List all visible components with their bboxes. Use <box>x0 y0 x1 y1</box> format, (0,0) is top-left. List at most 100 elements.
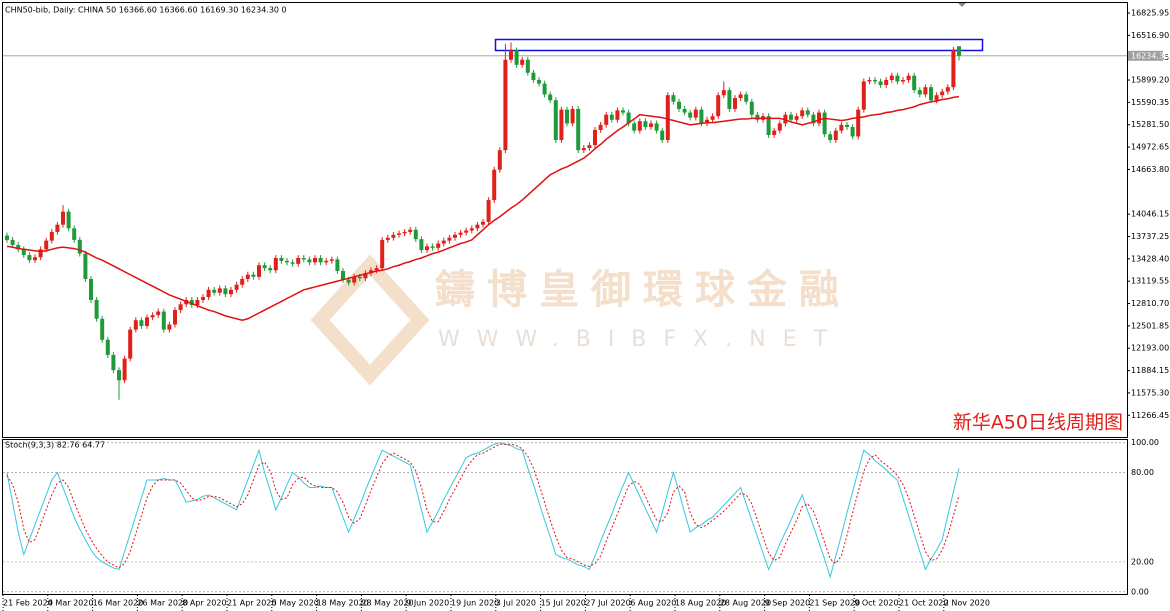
candle-body <box>940 91 945 96</box>
x-tick-label: 2 Nov 2020 <box>944 599 990 608</box>
y-tick-label: 11884.15 <box>1131 366 1169 375</box>
x-tick-label: 21 Oct 2020 <box>899 599 948 608</box>
indicator-panel <box>2 439 1128 595</box>
candle-body <box>889 75 894 80</box>
candle-body <box>951 49 956 88</box>
candle-body <box>520 59 525 65</box>
candle-body <box>593 129 597 146</box>
candle-body <box>150 315 155 318</box>
candle-body <box>251 274 256 277</box>
shift-marker <box>958 3 966 7</box>
candle-body <box>262 265 267 269</box>
candle-body <box>643 121 648 128</box>
y-tick-label: 16516.90 <box>1131 31 1169 40</box>
candle-body <box>537 79 541 84</box>
candle-body <box>55 224 60 232</box>
candle-body <box>363 273 368 279</box>
candle-body <box>425 246 429 251</box>
x-tick-label: 3 Jul 2020 <box>496 599 536 608</box>
candle-body <box>957 46 961 56</box>
stoch-line <box>6 443 960 569</box>
candle-body <box>772 130 777 135</box>
candle-body <box>44 240 49 250</box>
candle-body <box>217 288 222 293</box>
candle-body <box>548 94 553 101</box>
candle-body <box>5 235 9 240</box>
candle-body <box>705 119 709 124</box>
candle-body <box>273 257 278 271</box>
y-tick-label: 13119.55 <box>1131 277 1169 286</box>
candle-body <box>486 200 491 222</box>
candle-body <box>777 123 782 131</box>
candle-body <box>721 90 726 96</box>
candle-body <box>604 114 609 125</box>
y-tick-label: 15281.50 <box>1131 120 1169 129</box>
candle-body <box>234 284 239 290</box>
candle-body <box>453 234 457 238</box>
candle-body <box>565 109 569 124</box>
indicator-header: Stoch(9,3,3) 82.76 64.77 <box>5 441 105 450</box>
watermark-name: 鑄博皇御環球金融 <box>434 267 851 313</box>
candle-body <box>430 246 435 248</box>
candle-body <box>16 244 21 250</box>
y-tick-label: 12501.85 <box>1131 321 1169 330</box>
candle-body <box>89 278 93 300</box>
candle-body <box>744 94 749 102</box>
stoch-line <box>6 442 960 579</box>
candle-body <box>525 59 530 73</box>
candle-body <box>906 75 911 80</box>
candle-body <box>637 121 642 131</box>
candle-body <box>576 108 581 151</box>
candle-body <box>609 114 614 120</box>
watermark-url: WWW.BIBFX.NET <box>438 327 844 352</box>
candle-body <box>156 311 161 316</box>
annotation: 新华A50日线周期图 <box>953 412 1123 434</box>
candle-body <box>817 112 821 124</box>
candle-body <box>133 320 138 330</box>
x-tick-label: 4 Mar 2020 <box>48 599 94 608</box>
candle-body <box>66 211 71 229</box>
candle-body <box>161 311 166 330</box>
candle-body <box>553 100 558 141</box>
candle-body <box>94 299 99 319</box>
candle-body <box>38 249 43 258</box>
candle-body <box>749 101 754 115</box>
price-label-box <box>1128 50 1163 61</box>
candle-body <box>632 123 637 131</box>
candle-body <box>167 324 172 330</box>
candle-body <box>794 116 799 120</box>
candle-body <box>587 145 592 149</box>
main-panel <box>2 2 1128 438</box>
x-tick-label: 18 May 2020 <box>317 599 369 608</box>
candle-body <box>257 265 261 277</box>
candle-body <box>385 237 390 240</box>
y-tick-label: 11266.45 <box>1131 411 1169 420</box>
x-tick-label: 21 Feb 2020 <box>3 599 53 608</box>
candle-body <box>738 94 743 99</box>
y-tick-label: 12810.70 <box>1131 299 1169 308</box>
y-tick-label: 12193.00 <box>1131 344 1169 353</box>
candle-body <box>682 108 687 113</box>
candle-body <box>542 83 547 95</box>
candle-body <box>436 243 441 248</box>
candle-body <box>839 124 844 131</box>
candle-body <box>912 75 917 91</box>
candle-body <box>710 116 715 120</box>
candle-body <box>117 370 121 381</box>
candle-body <box>173 310 177 325</box>
candle-body <box>296 257 301 264</box>
y-tick-label: 16825.95 <box>1131 8 1169 17</box>
candle-body <box>408 229 413 232</box>
candle-body <box>805 110 810 115</box>
candle-body <box>290 262 295 264</box>
y-tick-label: 0.00 <box>1131 587 1149 596</box>
candle-body <box>139 320 144 327</box>
x-tick-label: 27 Jul 2020 <box>585 599 630 608</box>
candle-body <box>335 259 340 272</box>
candle-body <box>341 271 345 280</box>
candle-body <box>901 79 905 82</box>
candle-body <box>285 260 289 263</box>
candle-body <box>61 211 65 225</box>
candle-body <box>72 228 77 240</box>
